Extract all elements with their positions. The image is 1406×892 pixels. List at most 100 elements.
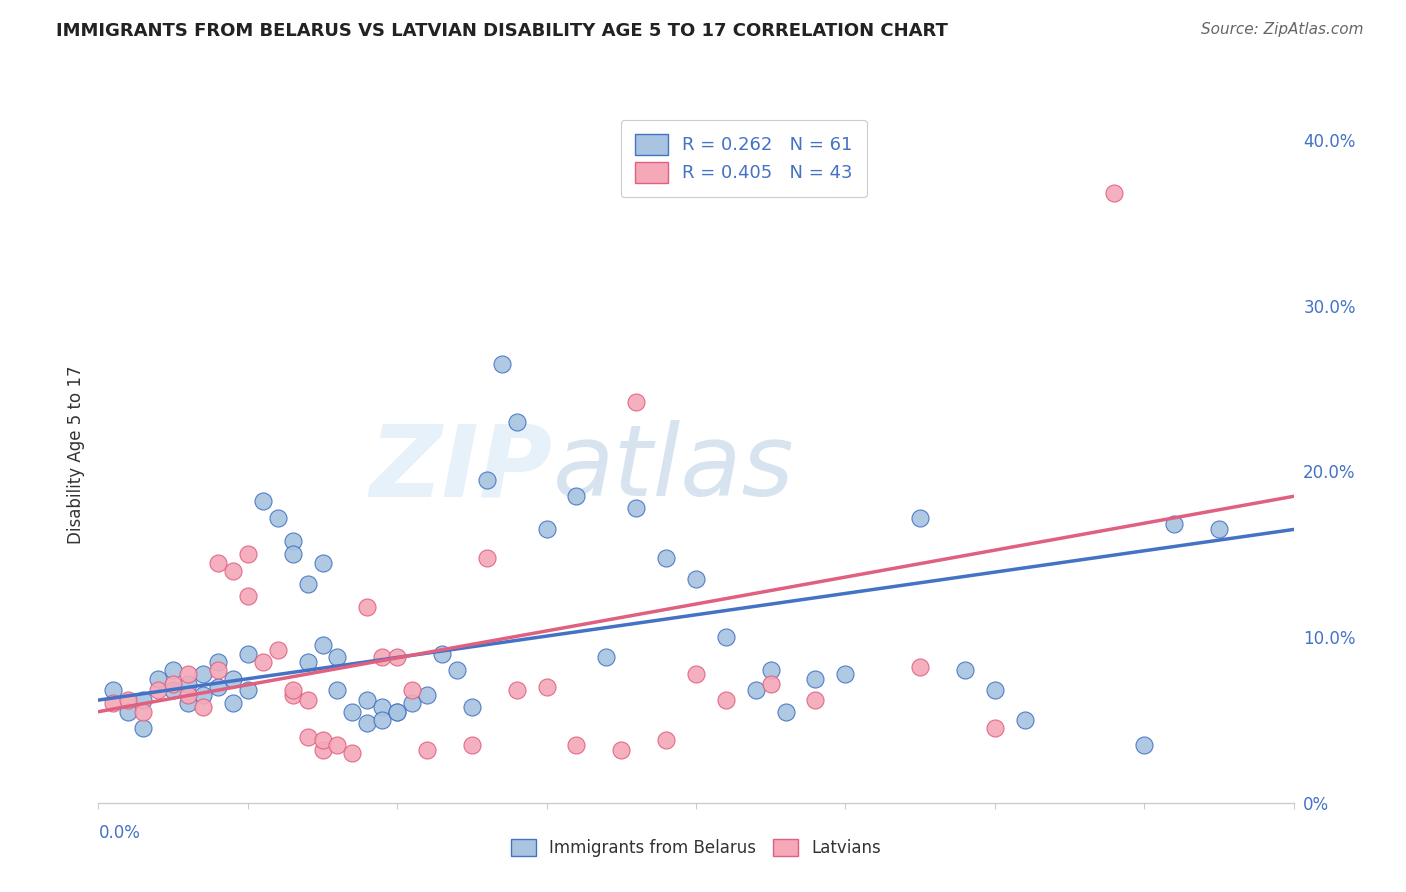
Point [506,415,529,429]
Text: Source: ZipAtlas.com: Source: ZipAtlas.com [1201,22,1364,37]
Point [252,655,274,669]
Point [401,683,423,698]
Point [461,699,484,714]
Point [1163,517,1185,532]
Point [491,357,513,371]
Point [685,666,707,681]
Point [804,693,827,707]
Point [117,693,139,707]
Point [759,676,782,690]
Point [714,693,737,707]
Text: 0.0%: 0.0% [98,823,141,842]
Point [326,650,349,665]
Point [1208,523,1230,537]
Point [191,699,214,714]
Point [148,672,170,686]
Point [385,705,409,719]
Point [834,666,856,681]
Point [222,564,245,578]
Point [207,663,229,677]
Text: ZIP: ZIP [370,420,553,517]
Point [1014,713,1036,727]
Point [191,666,214,681]
Point [565,738,588,752]
Point [371,650,394,665]
Point [177,688,200,702]
Point [281,683,304,698]
Point [177,697,200,711]
Point [103,683,125,698]
Point [430,647,453,661]
Point [236,647,259,661]
Point [207,556,229,570]
Point [356,716,378,731]
Point [326,683,349,698]
Point [281,534,304,549]
Point [132,721,155,735]
Point [714,630,737,644]
Point [162,663,184,677]
Point [475,550,498,565]
Point [536,680,558,694]
Point [908,660,931,674]
Point [536,523,558,537]
Point [416,743,439,757]
Point [236,547,259,561]
Point [297,577,319,591]
Point [416,688,439,702]
Point [804,672,827,686]
Point [281,547,304,561]
Point [132,693,155,707]
Point [759,663,782,677]
Point [983,721,1005,735]
Point [342,705,364,719]
Point [461,738,484,752]
Point [1102,186,1125,201]
Point [356,693,378,707]
Point [281,688,304,702]
Point [267,643,290,657]
Point [162,683,184,698]
Point [162,676,184,690]
Legend: Immigrants from Belarus, Latvians: Immigrants from Belarus, Latvians [505,832,887,864]
Point [446,663,468,677]
Point [117,705,139,719]
Point [297,693,319,707]
Point [267,511,290,525]
Point [297,730,319,744]
Point [775,705,797,719]
Point [595,650,617,665]
Point [311,743,333,757]
Point [371,699,394,714]
Point [983,683,1005,698]
Point [148,683,170,698]
Point [356,600,378,615]
Text: atlas: atlas [553,420,794,517]
Point [908,511,931,525]
Point [506,683,529,698]
Point [385,705,409,719]
Point [745,683,768,698]
Point [953,663,976,677]
Point [222,697,245,711]
Point [326,738,349,752]
Point [610,743,633,757]
Point [1133,738,1156,752]
Point [191,688,214,702]
Point [297,655,319,669]
Point [311,639,333,653]
Point [207,655,229,669]
Point [624,395,647,409]
Point [385,650,409,665]
Point [236,589,259,603]
Point [475,473,498,487]
Point [177,676,200,690]
Point [222,672,245,686]
Point [103,697,125,711]
Y-axis label: Disability Age 5 to 17: Disability Age 5 to 17 [66,366,84,544]
Point [685,572,707,586]
Point [342,746,364,760]
Point [311,556,333,570]
Point [177,666,200,681]
Text: IMMIGRANTS FROM BELARUS VS LATVIAN DISABILITY AGE 5 TO 17 CORRELATION CHART: IMMIGRANTS FROM BELARUS VS LATVIAN DISAB… [56,22,948,40]
